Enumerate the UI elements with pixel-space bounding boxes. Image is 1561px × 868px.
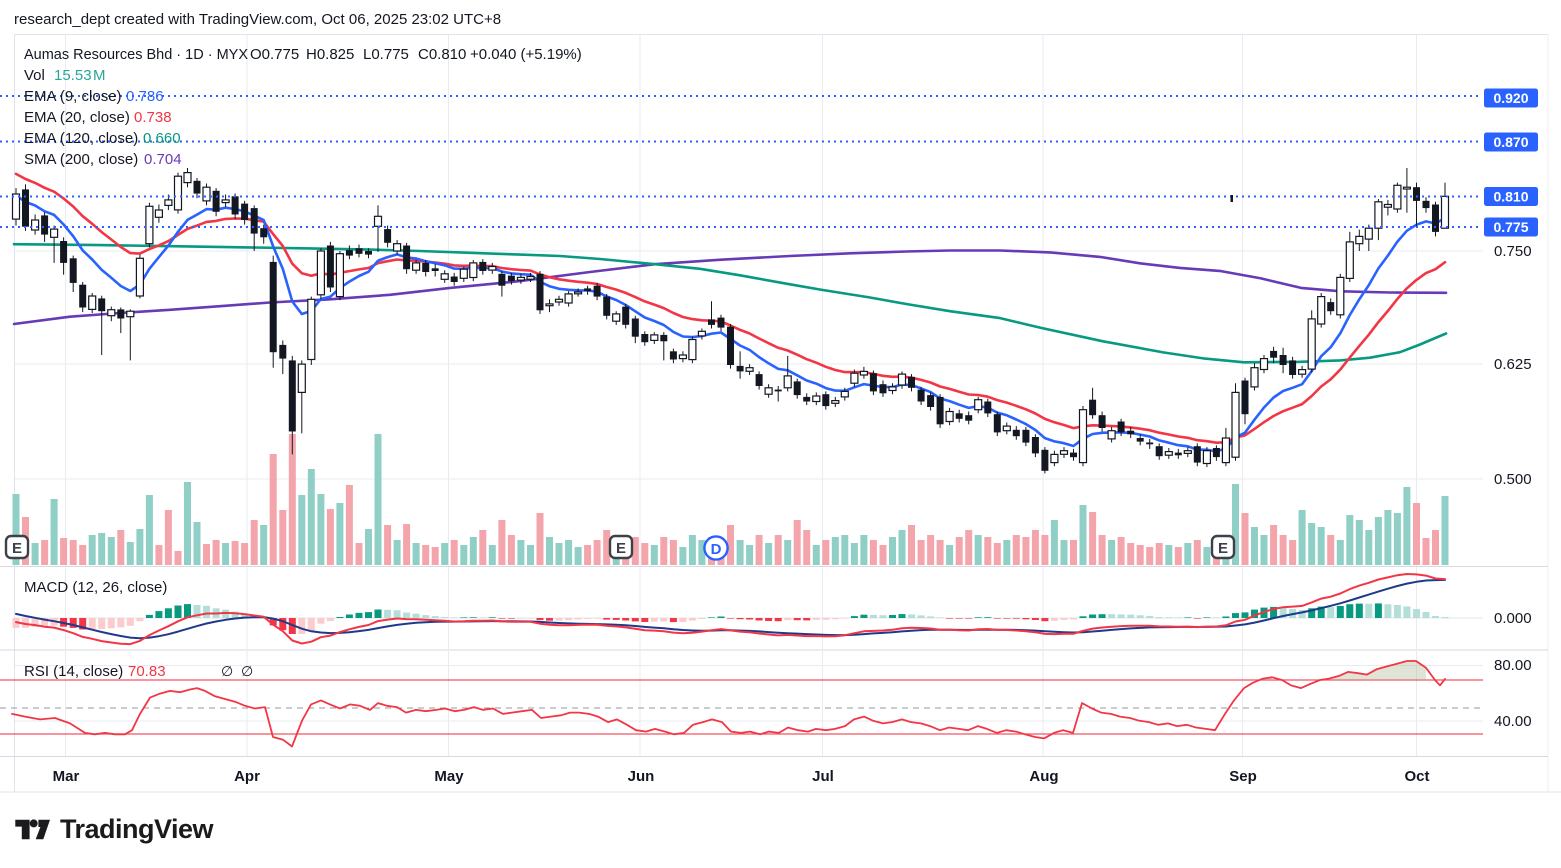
svg-text:L0.775: L0.775 [363,46,409,63]
svg-text:0.870: 0.870 [1493,134,1528,150]
svg-text:SMA (200, close): SMA (200, close) [24,151,138,168]
svg-text:0.625: 0.625 [1494,356,1532,373]
svg-text:Apr: Apr [234,768,260,785]
svg-text:80.00: 80.00 [1494,657,1532,674]
svg-text:∅: ∅ [241,663,253,679]
svg-text:EMA (20, close): EMA (20, close) [24,109,130,126]
svg-text:TradingView: TradingView [60,814,215,844]
svg-text:0.810: 0.810 [1493,189,1528,205]
svg-text:EMA (9, close): EMA (9, close) [24,88,122,105]
svg-text:0.500: 0.500 [1494,471,1532,488]
svg-text:May: May [434,768,464,785]
svg-text:EMA (120, close): EMA (120, close) [24,130,138,147]
svg-text:D: D [711,541,722,558]
svg-text:research_dept created with Tra: research_dept created with TradingView.c… [14,11,501,28]
svg-text:Oct: Oct [1404,768,1429,785]
svg-text:RSI (14, close): RSI (14, close) [24,663,123,680]
svg-text:Jul: Jul [812,768,834,785]
svg-text:E: E [1218,540,1228,557]
svg-text:Sep: Sep [1229,768,1257,785]
svg-text:15.53: 15.53 [54,67,92,84]
svg-text:70.83: 70.83 [128,663,166,680]
svg-text:0.775: 0.775 [1493,219,1528,235]
svg-text:E: E [12,540,22,557]
svg-text:M: M [93,67,106,84]
svg-text:∅: ∅ [221,663,233,679]
svg-text:O0.775: O0.775 [250,46,299,63]
svg-text:0.750: 0.750 [1494,243,1532,260]
svg-text:0.738: 0.738 [134,109,172,126]
svg-text:Aumas Resources Bhd · 1D · MYX: Aumas Resources Bhd · 1D · MYX [24,46,248,63]
svg-text:E: E [616,540,626,557]
svg-text:Mar: Mar [53,768,80,785]
svg-text:0.660: 0.660 [143,130,181,147]
svg-text:C0.810: C0.810 [418,46,466,63]
svg-text:+0.040 (+5.19%): +0.040 (+5.19%) [470,46,582,63]
svg-text:MACD (12, 26, close): MACD (12, 26, close) [24,579,167,596]
svg-text:0.000: 0.000 [1494,610,1532,627]
svg-text:H0.825: H0.825 [306,46,354,63]
svg-text:0.920: 0.920 [1493,90,1528,106]
svg-text:0.704: 0.704 [144,151,182,168]
svg-text:0.786: 0.786 [126,88,164,105]
svg-text:Vol: Vol [24,67,45,84]
svg-text:40.00: 40.00 [1494,713,1532,730]
svg-text:Aug: Aug [1029,768,1058,785]
svg-text:Jun: Jun [628,768,655,785]
